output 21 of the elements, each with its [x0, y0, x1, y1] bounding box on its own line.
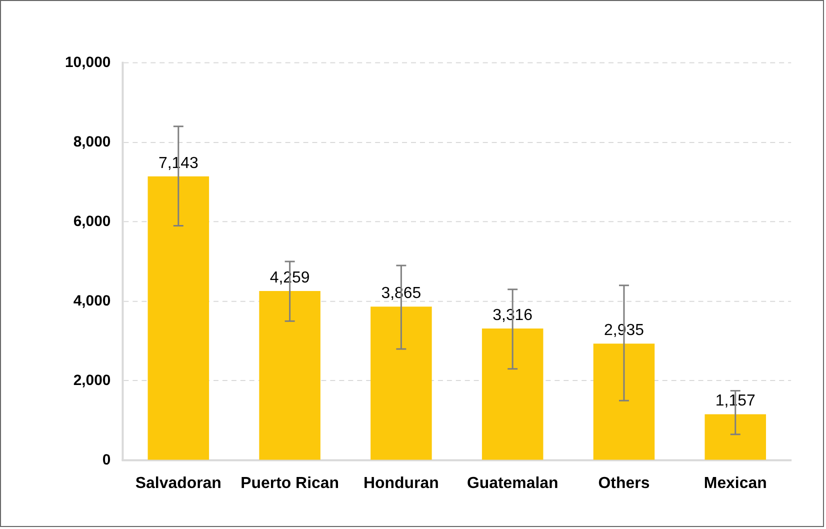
- bar: [482, 328, 544, 460]
- data-label: 4,259: [270, 269, 310, 286]
- bar: [704, 414, 766, 460]
- x-tick-label: Honduran: [364, 475, 439, 492]
- bar: [148, 176, 210, 460]
- x-tick-label: Salvadoran: [135, 475, 222, 492]
- y-tick-label: 8,000: [73, 133, 111, 150]
- y-tick-label: 0: [102, 451, 111, 468]
- y-tick-label: 6,000: [73, 212, 111, 230]
- bar: [370, 306, 432, 460]
- y-tick-label: 2,000: [73, 372, 111, 389]
- x-tick-label: Mexican: [704, 475, 767, 492]
- data-label: 1,157: [715, 392, 756, 410]
- x-tick-label: Guatemalan: [466, 475, 558, 492]
- y-tick-label: 10,000: [65, 54, 111, 71]
- x-tick-label: Others: [598, 475, 650, 492]
- bar: [259, 290, 320, 460]
- data-label: 7,143: [158, 154, 198, 172]
- bar: [593, 344, 655, 460]
- y-tick-label: 4,000: [73, 292, 111, 310]
- x-tick-label: Puerto Rican: [240, 475, 339, 492]
